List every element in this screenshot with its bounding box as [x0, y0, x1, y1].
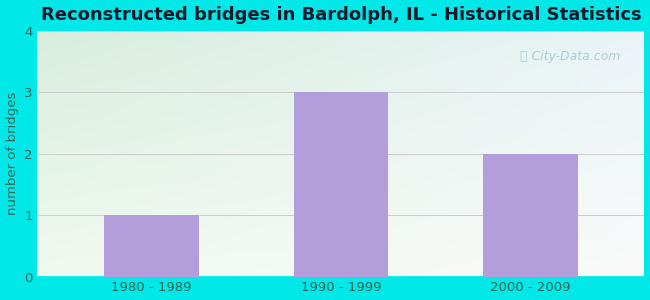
Bar: [483, 154, 578, 277]
Bar: [104, 215, 199, 277]
Y-axis label: number of bridges: number of bridges: [6, 92, 19, 215]
Text: ⓘ City-Data.com: ⓘ City-Data.com: [520, 50, 620, 63]
Bar: [294, 92, 389, 277]
Title: Reconstructed bridges in Bardolph, IL - Historical Statistics: Reconstructed bridges in Bardolph, IL - …: [41, 6, 642, 24]
